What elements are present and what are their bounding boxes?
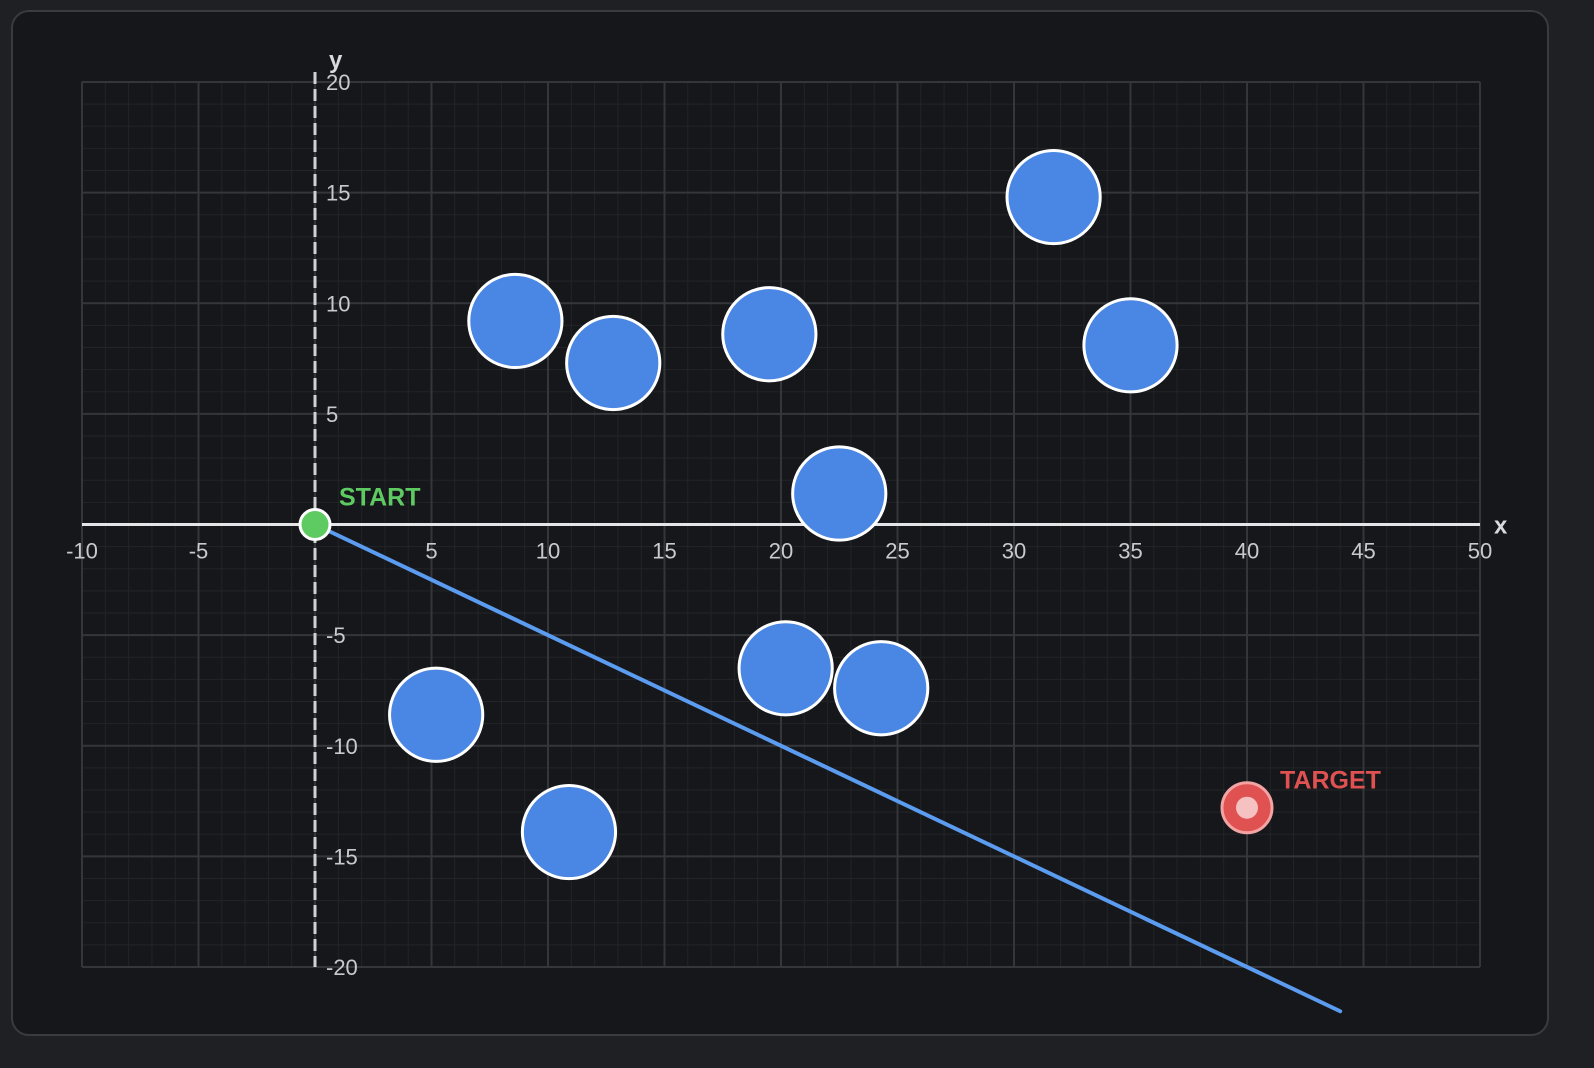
obstacle-circle: [833, 640, 930, 737]
y-tick-label: 10: [326, 291, 350, 316]
x-tick-label: 50: [1468, 539, 1492, 564]
tick-labels: -10 -5 5 10 15 20 25 30 35 40 45 50 20 15 10 5 -5 -10 -15 -…: [66, 70, 1492, 980]
start-dot: [298, 508, 332, 541]
x-tick-label: 45: [1351, 539, 1375, 564]
target-marker[interactable]: [1220, 781, 1274, 835]
target-label: TARGET: [1280, 767, 1381, 795]
obstacle-circle: [1082, 297, 1179, 394]
obstacle-circle: [737, 620, 834, 717]
obstacles: [388, 148, 1179, 881]
x-tick-label: 15: [652, 539, 676, 564]
start-label: START: [339, 484, 420, 512]
obstacle-circle: [520, 783, 618, 881]
x-tick-label: 40: [1235, 539, 1259, 564]
y-tick-label: 5: [326, 402, 338, 427]
y-axis-label: y: [329, 47, 343, 74]
obstacle-circle: [565, 314, 662, 412]
x-tick-label: 30: [1002, 539, 1026, 564]
obstacle-circle: [721, 286, 818, 383]
x-tick-label: 25: [885, 539, 909, 564]
target-center: [1236, 796, 1258, 819]
x-tick-label: 5: [425, 539, 437, 564]
y-tick-label: 15: [326, 181, 350, 206]
y-tick-label: -5: [326, 623, 346, 648]
x-tick-label: 20: [769, 539, 793, 564]
trajectory-line: [313, 522, 1343, 1014]
y-tick-label: -10: [326, 734, 358, 759]
x-tick-label: 35: [1118, 539, 1142, 564]
trajectory-segment: [313, 522, 1343, 1014]
y-tick-label: -15: [326, 844, 358, 869]
x-tick-label: -10: [66, 539, 98, 564]
y-tick-label: 20: [326, 70, 350, 95]
y-tick-label: -20: [326, 955, 358, 980]
x-axis-label: x: [1494, 513, 1508, 540]
obstacle-circle: [1005, 148, 1102, 246]
obstacle-circle: [791, 445, 888, 542]
obstacle-circle: [388, 666, 485, 763]
obstacle-circle: [467, 272, 564, 370]
start-marker[interactable]: [298, 508, 332, 541]
x-tick-label: -5: [189, 539, 209, 564]
x-tick-label: 10: [536, 539, 560, 564]
